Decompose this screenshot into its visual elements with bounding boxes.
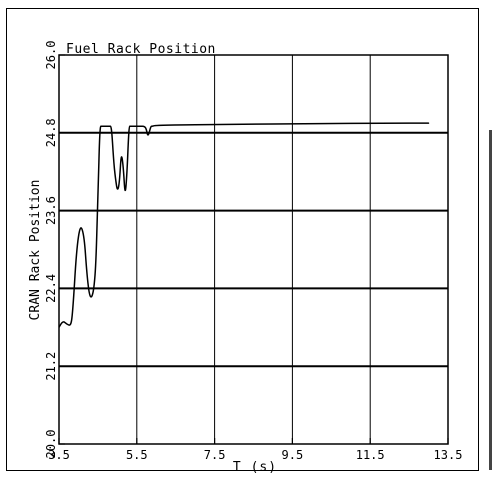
x-tick-label: 7.5 bbox=[204, 448, 226, 462]
x-tick-label: 11.5 bbox=[356, 448, 385, 462]
grid-lines bbox=[59, 55, 448, 444]
x-tick-label: 9.5 bbox=[282, 448, 304, 462]
x-tick-label: 13.5 bbox=[434, 448, 463, 462]
y-axis-label: CRAN Rack Position bbox=[28, 180, 43, 321]
y-tick-label: 24.8 bbox=[44, 118, 58, 147]
chart-frame bbox=[6, 8, 479, 471]
plot-area-border bbox=[58, 54, 449, 445]
chart-title: Fuel Rack Position bbox=[66, 42, 216, 57]
y-tick-label: 26.0 bbox=[44, 41, 58, 70]
y-tick-label: 23.6 bbox=[44, 196, 58, 225]
y-tick-label: 20.0 bbox=[44, 430, 58, 459]
y-tick-label: 22.4 bbox=[44, 274, 58, 303]
x-axis-tick-labels: 3.5 5.5 7.5 9.5 11.5 13.5 bbox=[48, 448, 462, 462]
tick-marks bbox=[58, 54, 449, 445]
y-tick-label: 21.2 bbox=[44, 352, 58, 381]
series-line bbox=[58, 122, 430, 328]
x-tick-label: 3.5 bbox=[48, 448, 70, 462]
x-axis-label: T (s) bbox=[233, 460, 277, 475]
scan-edge-mark bbox=[489, 130, 492, 470]
y-axis-tick-labels: 20.0 21.2 22.4 23.6 24.8 26.0 bbox=[44, 41, 58, 459]
x-tick-label: 5.5 bbox=[126, 448, 148, 462]
